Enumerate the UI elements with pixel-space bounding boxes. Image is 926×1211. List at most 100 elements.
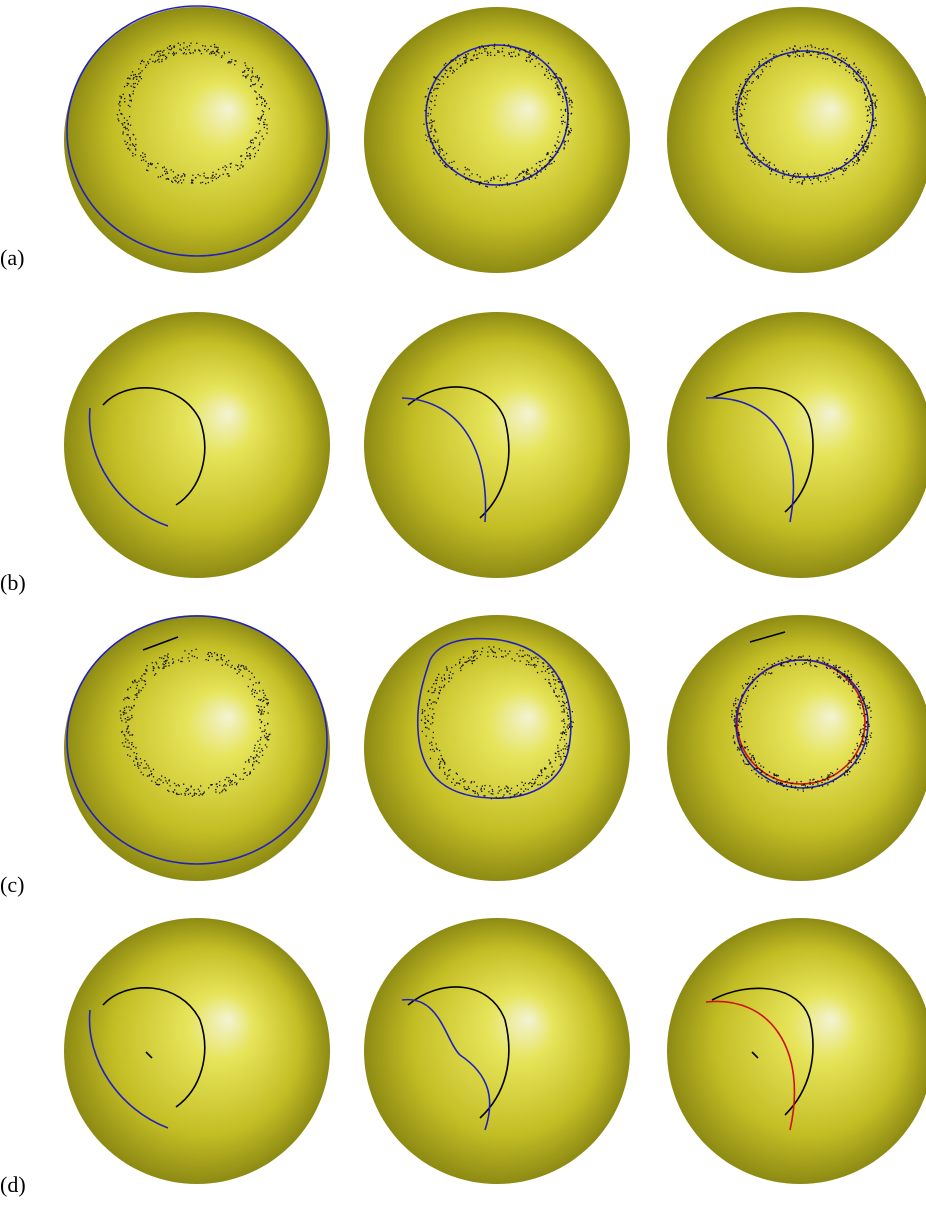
scatter-point — [554, 87, 557, 89]
scatter-point — [492, 651, 494, 653]
scatter-point — [234, 60, 236, 62]
scatter-point — [553, 770, 555, 772]
scatter-point — [465, 178, 467, 180]
scatter-point — [230, 666, 232, 668]
scatter-point — [862, 699, 864, 701]
scatter-point — [443, 164, 446, 167]
scatter-point — [177, 784, 179, 786]
scatter-point — [738, 101, 740, 104]
scatter-point — [544, 158, 546, 160]
scatter-point — [214, 46, 216, 48]
scatter-point — [165, 178, 167, 180]
scatter-point — [125, 143, 127, 145]
scatter-point — [733, 741, 736, 743]
scatter-point — [470, 59, 472, 61]
scatter-point — [192, 52, 194, 54]
scatter-point — [773, 776, 775, 779]
scatter-point — [143, 61, 145, 63]
scatter-point — [167, 178, 169, 180]
scatter-point — [562, 101, 564, 103]
scatter-point — [804, 785, 806, 787]
scatter-point — [264, 119, 266, 121]
scatter-point — [566, 701, 568, 703]
scatter-point — [157, 784, 159, 786]
scatter-point — [859, 758, 861, 760]
scatter-point — [215, 46, 217, 48]
scatter-point — [203, 792, 205, 794]
scatter-point — [560, 688, 563, 691]
scatter-point — [156, 663, 158, 665]
scatter-point — [732, 107, 734, 109]
scatter-point — [788, 779, 790, 781]
scatter-point — [248, 147, 250, 149]
scatter-point — [133, 752, 135, 754]
scatter-point — [427, 719, 429, 722]
scatter-point — [479, 183, 481, 185]
scatter-point — [862, 740, 864, 742]
scatter-point — [786, 789, 788, 791]
scatter-point — [844, 162, 846, 164]
scatter-point — [871, 99, 873, 102]
scatter-point — [446, 76, 449, 78]
scatter-point — [139, 76, 141, 78]
scatter-point — [747, 763, 749, 766]
scatter-point — [477, 794, 479, 796]
scatter-point — [853, 75, 855, 77]
scatter-point — [750, 757, 753, 759]
scatter-point — [845, 162, 847, 164]
scatter-point — [824, 779, 826, 781]
scatter-point — [258, 77, 260, 79]
fit-curve — [66, 5, 328, 257]
scatter-point — [565, 734, 567, 736]
scatter-point — [826, 777, 828, 779]
scatter-point — [747, 682, 749, 684]
fit-curve — [736, 50, 874, 178]
scatter-point — [761, 771, 763, 773]
scatter-point — [184, 174, 186, 176]
scatter-point — [427, 714, 429, 716]
scatter-point — [797, 49, 799, 52]
scatter-point — [223, 655, 225, 657]
scatter-point — [435, 682, 437, 685]
sphere — [64, 615, 330, 881]
scatter-point — [255, 91, 257, 93]
scatter-point — [211, 653, 213, 655]
scatter-point — [185, 787, 188, 790]
scatter-point — [509, 793, 511, 795]
scatter-point — [860, 732, 862, 734]
scatter-point — [126, 127, 128, 130]
scatter-point — [238, 671, 240, 673]
scatter-point — [855, 152, 858, 155]
scatter-point — [798, 55, 800, 57]
scatter-point — [865, 725, 867, 728]
scatter-point — [431, 692, 433, 694]
scatter-point — [165, 660, 167, 663]
scatter-point — [853, 162, 856, 164]
scatter-point — [801, 183, 803, 185]
scatter-point — [484, 50, 486, 52]
scatter-point — [135, 75, 137, 78]
scatter-point — [121, 720, 123, 722]
scatter-point — [744, 763, 746, 765]
scatter-point — [820, 175, 823, 177]
scatter-point — [210, 45, 212, 47]
scatter-point — [812, 783, 814, 786]
scatter-point — [215, 791, 217, 793]
scatter-point — [124, 126, 126, 128]
curves — [66, 5, 874, 1131]
scatter-point — [738, 103, 740, 105]
scatter-point — [193, 655, 196, 658]
scatter-point — [534, 782, 536, 784]
scatter-point — [856, 78, 858, 80]
scatter-point — [503, 794, 505, 796]
scatter-point — [198, 790, 201, 792]
scatter-point — [559, 764, 562, 766]
scatter-point — [227, 62, 229, 64]
scatter-point — [430, 138, 433, 140]
scatter-point — [783, 785, 785, 787]
scatter-point — [446, 70, 448, 72]
scatter-point — [131, 680, 134, 683]
data-curve — [751, 1051, 759, 1059]
scatter-point — [849, 771, 851, 773]
scatter-point — [131, 742, 133, 744]
